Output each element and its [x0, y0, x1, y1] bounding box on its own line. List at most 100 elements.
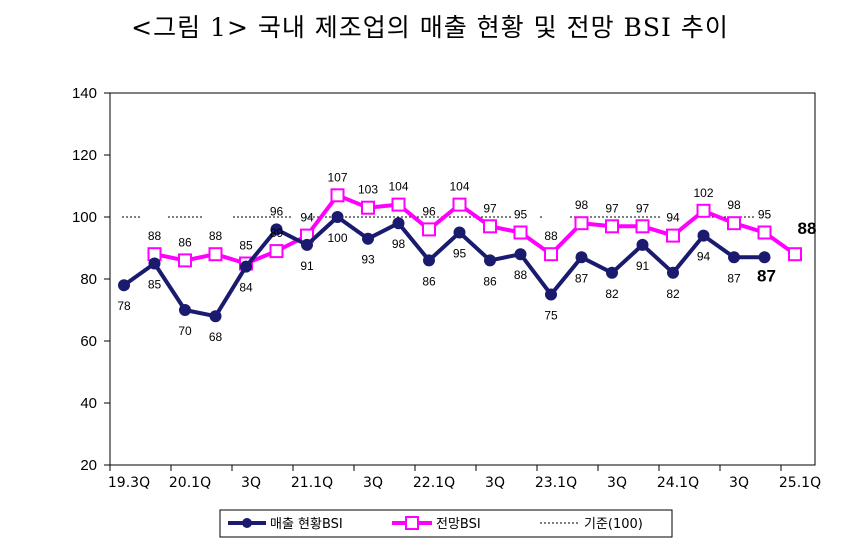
x-tick-label: 3Q [241, 475, 261, 491]
actual-data-label: 88 [514, 268, 528, 282]
forecast-data-label: 96 [422, 204, 436, 218]
x-tick-label: 24.1Q [657, 475, 699, 491]
actual-point [667, 266, 679, 279]
y-tick-label: 140 [72, 85, 97, 102]
actual-point [606, 266, 618, 279]
forecast-data-label: 95 [514, 208, 528, 222]
actual-point [148, 257, 161, 270]
actual-point [514, 248, 527, 261]
forecast-point [605, 219, 619, 234]
forecast-point [635, 219, 650, 234]
x-tick-label: 3Q [607, 475, 627, 491]
actual-point [697, 229, 710, 242]
forecast-data-label: 85 [239, 239, 253, 253]
actual-point [209, 310, 222, 323]
forecast-data-label: 88 [544, 229, 558, 243]
forecast-point [269, 244, 284, 259]
x-tick-label: 22.1Q [413, 475, 455, 491]
actual-data-label: 87 [757, 266, 776, 285]
axes: 20 40 60 80 100 120 140 19.3Q 20.1Q 3Q 21.1Q 3Q 22.1… [72, 85, 821, 491]
forecast-point [727, 216, 741, 231]
actual-data-label: 96 [270, 204, 284, 218]
forecast-data-label: 94 [300, 211, 314, 225]
y-tick-label: 80 [80, 271, 97, 288]
forecast-point [513, 225, 528, 240]
forecast-data-label: 97 [483, 201, 497, 215]
x-tick-label: 3Q [729, 475, 749, 491]
forecast-data-label: 104 [388, 180, 408, 194]
actual-data-label: 93 [361, 253, 375, 267]
legend: 매출 현황BSI 전망BSI 기준(100) [219, 509, 673, 538]
actual-point [240, 260, 252, 273]
actual-point [362, 232, 374, 245]
actual-point [758, 251, 771, 264]
forecast-point [452, 197, 467, 212]
y-tick-label: 120 [72, 147, 97, 164]
actual-data-label: 86 [422, 274, 436, 288]
actual-data-label: 82 [666, 287, 680, 301]
forecast-data-label: 86 [178, 235, 192, 249]
actual-point [270, 223, 283, 236]
forecast-data-label: 98 [727, 198, 741, 212]
forecast-data-label: 89 [270, 226, 284, 240]
actual-point [728, 251, 740, 264]
forecast-data-label: 98 [575, 198, 589, 212]
forecast-data-label: 88 [798, 219, 817, 238]
actual-point [453, 226, 466, 239]
forecast-data-label: 88 [148, 229, 162, 243]
actual-data-label: 75 [544, 309, 558, 323]
y-tick-label: 20 [80, 457, 97, 474]
actual-data-label: 98 [392, 237, 406, 251]
plot-area [109, 92, 816, 466]
forecast-point [666, 228, 680, 243]
forecast-data-label: 104 [449, 180, 469, 194]
actual-data-label: 91 [636, 259, 650, 273]
actual-line [122, 215, 765, 319]
forecast-line [154, 193, 797, 266]
x-tick-label: 23.1Q [535, 475, 577, 491]
legend-box [219, 509, 673, 538]
actual-point [118, 279, 130, 292]
forecast-point [330, 188, 345, 203]
x-tick-label: 25.1Q [779, 475, 821, 491]
forecast-point [544, 247, 558, 262]
y-tick-label: 40 [80, 395, 97, 412]
actual-point [575, 251, 588, 264]
x-tick-label: 3Q [485, 475, 505, 491]
legend-marker-forecast [405, 516, 419, 530]
actual-data-label: 68 [209, 330, 223, 344]
legend-label-forecast: 전망BSI [436, 517, 481, 532]
actual-point [545, 288, 557, 301]
forecast-data-label: 107 [327, 170, 347, 184]
x-tick-label: 3Q [363, 475, 383, 491]
forecast-data-label: 102 [693, 186, 713, 200]
x-tick-label: 21.1Q [291, 475, 333, 491]
plot-border [109, 92, 816, 466]
x-tick-label: 19.3Q [108, 475, 150, 491]
forecast-point [696, 203, 711, 218]
forecast-point [361, 200, 375, 215]
forecast-data-label: 88 [209, 229, 223, 243]
actual-data-label: 86 [483, 274, 497, 288]
forecast-point [208, 247, 223, 262]
actual-data-label: 91 [300, 259, 314, 273]
actual-point [484, 254, 496, 267]
actual-point [179, 304, 191, 316]
actual-data-label: 78 [117, 299, 131, 313]
forecast-point [422, 222, 436, 237]
forecast-point [574, 216, 589, 231]
actual-point [301, 238, 313, 251]
actual-point [392, 217, 405, 230]
forecast-data-label: 97 [636, 201, 650, 215]
actual-data-label: 100 [327, 231, 347, 245]
x-tick-label: 20.1Q [169, 475, 211, 491]
forecast-data-label: 103 [358, 183, 378, 197]
legend-marker-actual [242, 518, 252, 528]
legend-label-baseline: 기준(100) [584, 517, 643, 532]
forecast-data-label: 95 [758, 208, 772, 222]
actual-data-label: 95 [453, 247, 467, 261]
y-tick-label: 60 [80, 333, 97, 350]
forecast-point [788, 247, 802, 262]
actual-data-label: 87 [575, 271, 589, 285]
